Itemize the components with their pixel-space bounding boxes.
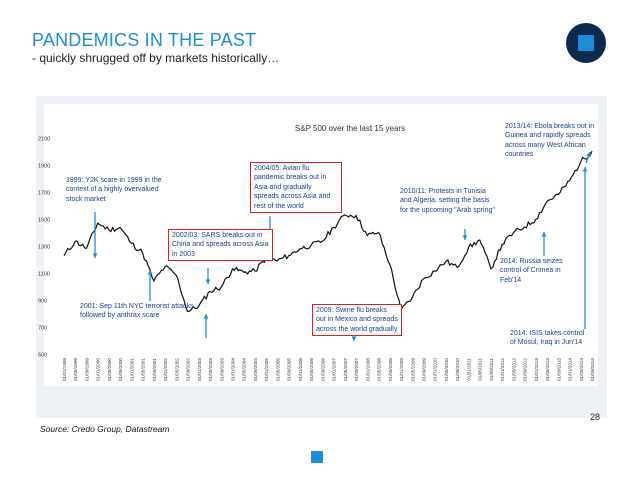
x-tick-label: 01/05/2013 [545, 358, 550, 381]
x-tick-label: 01/05/2004 [242, 358, 247, 381]
annotation-arrowhead [586, 152, 591, 158]
x-tick-label: 01/05/2007 [343, 358, 348, 381]
x-tick-label: 01/01/2009 [399, 358, 404, 381]
x-tick-label: 01/09/2004 [253, 358, 258, 381]
annotation-crimea: 2014: Russia seizes control of Crimea in… [500, 258, 563, 284]
y-tick-label: 900 [38, 299, 47, 305]
x-tick-label: 01/01/2001 [129, 358, 134, 381]
x-tick-label: 01/01/2003 [197, 358, 202, 381]
x-tick-label: 01/09/2009 [421, 358, 426, 381]
y-tick-label: 1100 [38, 272, 50, 278]
annotation-arrowhead [205, 279, 211, 284]
x-tick-label: 01/05/2001 [141, 358, 146, 381]
annotation-arrowhead [462, 235, 468, 240]
x-tick-label: 01/05/1999 [73, 358, 78, 381]
x-tick-label: 01/05/2014 [579, 358, 584, 381]
x-tick-label: 01/05/2011 [478, 358, 483, 381]
square-in-circle-logo-icon [566, 23, 606, 63]
x-tick-label: 01/05/2010 [444, 358, 449, 381]
x-tick-label: 01/01/2008 [365, 358, 370, 381]
y-tick-label: 1300 [38, 245, 50, 251]
x-tick-label: 01/05/2009 [410, 358, 415, 381]
annotation-arrowhead [582, 167, 588, 172]
y-tick-label: 700 [38, 326, 47, 332]
x-tick-label: 01/05/2002 [174, 358, 179, 381]
x-tick-label: 01/05/2003 [208, 358, 213, 381]
x-tick-label: 01/09/2005 [287, 358, 292, 381]
x-tick-label: 01/09/2008 [388, 358, 393, 381]
page-title: PANDEMICS IN THE PAST [32, 30, 257, 50]
x-tick-label: 01/09/2003 [219, 358, 224, 381]
annotation-arrowhead [541, 232, 547, 237]
series-line-sp500 [63, 150, 593, 313]
x-tick-label: 01/09/2014 [590, 358, 595, 381]
x-tick-label: 01/01/2004 [231, 358, 236, 381]
x-tick-label: 01/01/2002 [163, 358, 168, 381]
x-tick-label: 01/05/2000 [107, 358, 112, 381]
annotation-isis: 2014: ISIS takes control of Mosul, Iraq … [510, 330, 585, 347]
x-tick-label: 01/01/2005 [264, 358, 269, 381]
x-tick-label: 01/09/2002 [186, 358, 191, 381]
y-tick-label: 1900 [38, 164, 50, 170]
logo-square [578, 35, 594, 51]
annotation-swine: 2009: Swine flu breaks out in Mexico and… [312, 304, 402, 337]
x-tick-label: 01/01/2007 [332, 358, 337, 381]
annotation-sars: 2002/03: SARS breaks out in China and sp… [168, 229, 273, 262]
source-note: Source: Credo Group, Datastream [40, 424, 170, 434]
x-tick-label: 01/09/2011 [489, 358, 494, 381]
annotation-arrowhead [147, 270, 153, 275]
x-tick-label: 01/01/2014 [568, 358, 573, 381]
x-tick-label: 01/09/2012 [523, 358, 528, 381]
x-tick-label: 01/01/2012 [500, 358, 505, 381]
x-tick-label: 01/09/2013 [556, 358, 561, 381]
y-tick-label: 1700 [38, 191, 50, 197]
x-tick-label: 01/05/2012 [511, 358, 516, 381]
x-tick-label: 01/09/2007 [354, 358, 359, 381]
x-tick-label: 01/01/2010 [433, 358, 438, 381]
annotation-sep11: 2001: Sep 11th NYC terrorist attacks fol… [80, 303, 194, 320]
y-tick-label: 1500 [38, 218, 50, 224]
x-tick-label: 01/09/2006 [320, 358, 325, 381]
annotation-y2k: 1999: Y2K scare in 1999 in the context o… [66, 177, 162, 203]
x-tick-label: 01/05/2006 [309, 358, 314, 381]
x-tick-label: 01/09/2000 [118, 358, 123, 381]
x-tick-label: 01/05/2008 [377, 358, 382, 381]
x-tick-label: 01/01/2011 [466, 358, 471, 381]
x-tick-label: 01/09/2001 [152, 358, 157, 381]
chart-title: S&P 500 over the last 15 years [295, 124, 405, 133]
annotation-ebola: 2013/14: Ebola breaks out in Guinea and … [505, 123, 595, 159]
x-tick-label: 01/05/2005 [275, 358, 280, 381]
annotation-avian: 2004/05: Avian flu pandemic breaks out i… [250, 162, 342, 214]
annotation-arrowhead [351, 336, 357, 341]
annotation-arab: 2010/11: Protests in Tunisia and Algeria… [400, 188, 495, 214]
x-tick-label: 01/01/2006 [298, 358, 303, 381]
bottom-square-icon [311, 451, 323, 463]
y-tick-label: 500 [38, 353, 47, 359]
chart-panel [44, 104, 598, 386]
x-tick-label: 01/09/2010 [455, 358, 460, 381]
annotation-arrowhead [92, 253, 98, 258]
x-tick-label: 01/01/2000 [96, 358, 101, 381]
page-number: 28 [590, 412, 601, 422]
x-tick-label: 01/01/1999 [62, 358, 67, 381]
y-tick-label: 2100 [38, 137, 50, 143]
annotation-arrowhead [203, 314, 209, 319]
x-tick-label: 01/01/2013 [534, 358, 539, 381]
x-tick-label: 01/09/1999 [84, 358, 89, 381]
page-subtitle: - quickly shrugged off by markets histor… [32, 51, 280, 65]
